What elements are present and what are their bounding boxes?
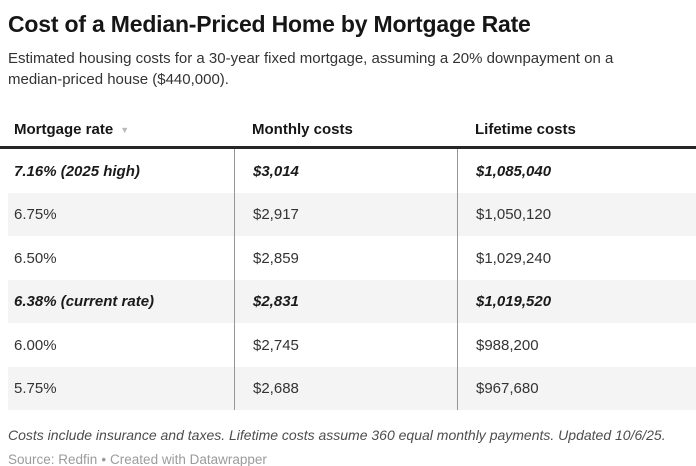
cell-monthly-costs: $2,745	[234, 323, 457, 367]
source-label: Source: Redfin	[8, 452, 98, 466]
column-header-label: Monthly costs	[252, 121, 353, 139]
footer: Costs include insurance and taxes. Lifet…	[8, 426, 696, 466]
cell-monthly-costs: $2,859	[234, 236, 457, 280]
table-row: 7.16% (2025 high) $3,014 $1,085,040	[8, 149, 696, 193]
table-row: 5.75% $2,688 $967,680	[8, 366, 696, 411]
column-header-mortgage-rate[interactable]: Mortgage rate ▼	[8, 121, 234, 138]
source-line: Source: Redfin • Created with Datawrapper	[8, 452, 696, 466]
cell-lifetime-costs: $1,029,240	[457, 236, 696, 280]
separator-dot: •	[101, 452, 107, 466]
column-header-monthly-costs: Monthly costs	[234, 121, 457, 138]
cell-lifetime-costs: $988,200	[457, 323, 696, 367]
cell-monthly-costs: $3,014	[234, 149, 457, 193]
cell-lifetime-costs: $1,050,120	[457, 192, 696, 237]
cell-lifetime-costs: $1,019,520	[457, 279, 696, 324]
table-row: 6.75% $2,917 $1,050,120	[8, 192, 696, 237]
header-rule-divider	[0, 146, 696, 150]
column-header-lifetime-costs: Lifetime costs	[457, 121, 696, 138]
cell-mortgage-rate: 5.75%	[14, 380, 57, 398]
cell-mortgage-rate: 6.50%	[14, 249, 57, 267]
table-body: 7.16% (2025 high) $3,014 $1,085,040 6.75…	[8, 149, 696, 411]
costs-table: Mortgage rate ▼ Monthly costs Lifetime co…	[0, 113, 696, 411]
footnote: Costs include insurance and taxes. Lifet…	[8, 427, 666, 444]
cell-mortgage-rate: 6.75%	[14, 206, 57, 224]
column-header-label: Mortgage rate	[14, 121, 114, 139]
page-title: Cost of a Median-Priced Home by Mortgage…	[8, 11, 531, 37]
column-header-label: Lifetime costs	[475, 121, 576, 139]
cell-mortgage-rate: 7.16% (2025 high)	[14, 162, 140, 180]
table-row: 6.00% $2,745 $988,200	[8, 323, 696, 367]
table-row: 6.50% $2,859 $1,029,240	[8, 236, 696, 280]
datawrapper-attribution-link[interactable]: Created with Datawrapper	[110, 452, 267, 466]
cell-lifetime-costs: $1,085,040	[457, 149, 696, 193]
page-subtitle: Estimated housing costs for a 30-year fi…	[8, 49, 614, 89]
sort-descending-icon[interactable]: ▼	[120, 125, 130, 136]
cell-monthly-costs: $2,688	[234, 366, 457, 411]
cell-monthly-costs: $2,917	[234, 192, 457, 237]
cell-mortgage-rate: 6.00%	[14, 336, 57, 354]
cell-monthly-costs: $2,831	[234, 279, 457, 324]
cell-mortgage-rate: 6.38% (current rate)	[14, 293, 155, 311]
cell-lifetime-costs: $967,680	[457, 366, 696, 411]
table-header-row: Mortgage rate ▼ Monthly costs Lifetime co…	[8, 113, 696, 146]
table-row: 6.38% (current rate) $2,831 $1,019,520	[8, 279, 696, 324]
